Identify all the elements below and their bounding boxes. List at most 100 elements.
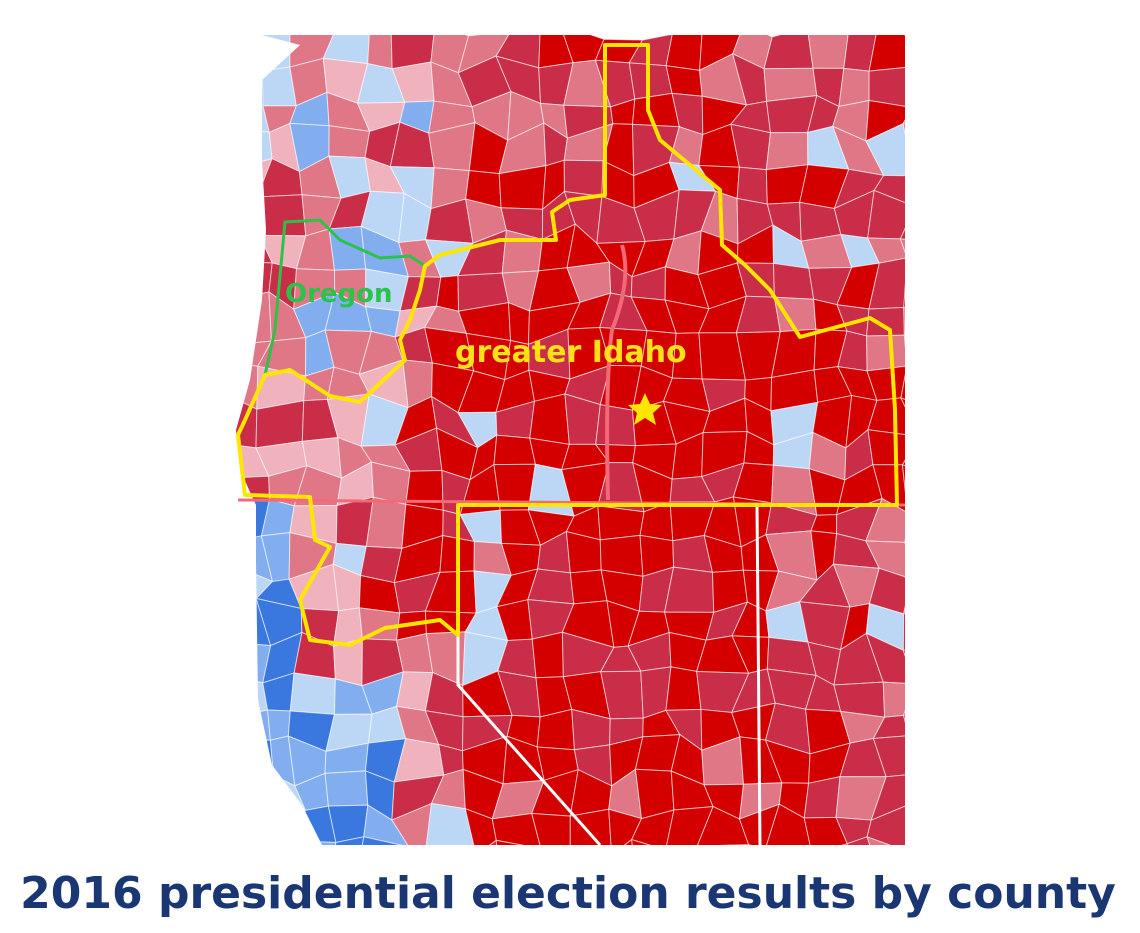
county — [236, 774, 275, 820]
county — [903, 293, 905, 343]
county — [324, 770, 369, 807]
county — [664, 806, 714, 845]
county — [902, 708, 905, 737]
county — [902, 123, 905, 177]
county — [256, 194, 307, 237]
county — [882, 681, 905, 718]
state-border — [605, 244, 628, 501]
county — [803, 775, 841, 819]
county — [435, 275, 460, 312]
county — [899, 238, 905, 265]
county — [391, 802, 433, 845]
county — [872, 735, 905, 778]
state-border — [755, 504, 762, 846]
county — [569, 808, 613, 845]
county — [531, 631, 564, 679]
county — [902, 603, 905, 652]
county — [913, 772, 952, 812]
county — [868, 65, 905, 109]
county — [365, 496, 407, 549]
county — [899, 396, 905, 438]
county — [865, 540, 905, 580]
county — [328, 125, 371, 159]
county — [599, 534, 644, 577]
county — [631, 92, 680, 128]
county — [870, 773, 905, 822]
borders — [236, 43, 906, 846]
county — [236, 35, 264, 72]
county — [331, 836, 365, 845]
county — [322, 35, 371, 65]
county — [291, 840, 337, 845]
county — [901, 464, 905, 514]
county — [872, 714, 905, 740]
county — [764, 803, 813, 845]
county — [868, 35, 905, 72]
county — [609, 838, 637, 845]
star-marker — [628, 393, 662, 425]
county — [902, 675, 905, 717]
county — [901, 429, 905, 479]
county — [736, 166, 768, 205]
county — [236, 291, 272, 347]
county — [665, 35, 704, 71]
county — [631, 809, 675, 845]
county — [865, 497, 905, 543]
county — [664, 566, 715, 613]
county — [367, 35, 393, 70]
county — [356, 836, 410, 845]
greater-idaho-outline — [236, 43, 899, 647]
county — [255, 809, 307, 845]
caption: 2016 presidential election results by co… — [20, 868, 1116, 919]
county — [903, 257, 905, 309]
county — [865, 123, 905, 177]
county — [908, 803, 943, 852]
county — [498, 165, 547, 210]
county — [236, 816, 267, 845]
county — [665, 65, 703, 97]
county — [806, 35, 849, 69]
county — [839, 836, 880, 845]
county — [866, 334, 905, 372]
county — [491, 812, 542, 845]
county — [902, 100, 905, 126]
county — [904, 506, 905, 543]
county-map — [236, 35, 952, 852]
county — [236, 709, 271, 741]
county — [765, 131, 809, 171]
county — [569, 569, 608, 605]
county — [236, 739, 274, 788]
county — [838, 67, 870, 108]
county — [531, 812, 571, 845]
county — [236, 69, 264, 107]
county — [595, 404, 636, 447]
county — [865, 632, 905, 685]
county — [563, 159, 604, 198]
county — [628, 62, 673, 100]
county — [597, 505, 645, 541]
county — [866, 802, 905, 845]
county — [902, 572, 905, 615]
county — [866, 307, 905, 337]
county — [236, 196, 261, 240]
county — [289, 672, 336, 715]
county — [867, 189, 905, 240]
county — [903, 35, 905, 73]
county — [665, 666, 702, 711]
county — [262, 35, 291, 72]
county — [899, 196, 905, 244]
county — [866, 237, 905, 264]
greater-idaho-label: greater Idaho — [455, 335, 687, 370]
county — [903, 334, 905, 373]
county — [529, 393, 570, 445]
county — [902, 638, 905, 685]
county — [872, 464, 905, 514]
county — [912, 66, 950, 108]
county — [763, 35, 814, 70]
county — [904, 536, 905, 580]
county — [405, 469, 444, 511]
county — [363, 804, 410, 845]
county — [267, 709, 291, 741]
county — [772, 262, 815, 300]
